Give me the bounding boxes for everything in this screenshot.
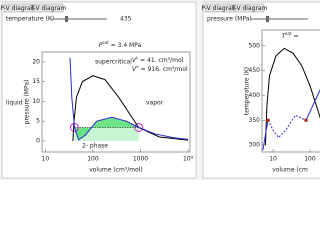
plot-title: Tsat = xyxy=(282,31,299,40)
x-tick-label: 1000 xyxy=(133,156,148,163)
tab-label[interactable]: T-V diagram xyxy=(231,5,268,12)
tab-label[interactable]: P-V diagram xyxy=(0,5,36,12)
annotation: vapor xyxy=(146,100,164,107)
two-phase-fill-lower xyxy=(74,127,139,141)
plot xyxy=(69,57,189,141)
tab-label[interactable]: T-V diagram xyxy=(30,5,67,12)
plot xyxy=(262,47,320,151)
plot-title-text: = 3.4 MPa xyxy=(109,42,142,49)
note-text: = 41. cm³/mol xyxy=(138,57,183,64)
curve xyxy=(69,57,189,141)
y-tick-label: 500 xyxy=(249,42,261,49)
note-sup: V xyxy=(136,64,139,69)
note: VV = 916. cm³/mol xyxy=(132,64,188,73)
x-tick-label: 10 xyxy=(42,156,50,163)
y-axis-title: temperature (K) xyxy=(244,67,251,115)
plot-frame xyxy=(41,51,191,153)
tab[interactable] xyxy=(204,3,235,13)
note-symbol: V xyxy=(132,57,137,64)
two-phase-fill xyxy=(74,117,139,140)
slider-value: 435 xyxy=(120,16,132,23)
right-panel xyxy=(202,1,320,179)
plot-title: Psat = 3.4 MPa xyxy=(99,40,142,49)
tab-label[interactable]: P-V diagram xyxy=(201,5,237,12)
y-tick-label: 0 xyxy=(36,137,40,144)
slider-label: pressure (MPa) xyxy=(207,16,252,23)
saturation-marker xyxy=(134,122,144,132)
x-axis-title: volume (cm xyxy=(272,167,308,174)
note: VL = 41. cm³/mol xyxy=(132,55,184,64)
plot-title-symbol: T xyxy=(282,33,287,40)
y-tick-label: 350 xyxy=(249,117,261,124)
x-axis-title: volume (cm³/mol) xyxy=(89,167,143,174)
note-sup: L xyxy=(136,55,139,60)
annotation: supercritical xyxy=(95,59,132,66)
curve xyxy=(305,89,320,121)
point xyxy=(304,118,308,123)
y-tick-label: 300 xyxy=(249,142,261,149)
annotation: 2- phase xyxy=(82,143,108,150)
tab[interactable] xyxy=(234,3,265,13)
curve xyxy=(72,75,189,141)
point xyxy=(266,118,270,123)
y-axis-title: pressure (MPa) xyxy=(24,80,31,125)
slider-thumb[interactable] xyxy=(65,16,68,22)
plot-title-sup: sat xyxy=(285,31,292,36)
y-tick-label: 10 xyxy=(32,98,40,105)
curve xyxy=(267,114,307,139)
note-symbol: V xyxy=(132,66,137,73)
left-panel xyxy=(1,1,197,179)
annotation: liquid xyxy=(6,100,23,107)
x-tick-label: 100 xyxy=(304,156,316,163)
plot-title-sup: sat xyxy=(102,40,109,45)
y-tick-label: 400 xyxy=(249,92,261,99)
plot-frame xyxy=(261,29,320,153)
x-tick-label: 10 xyxy=(269,156,277,163)
note-text: = 916. cm³/mol xyxy=(139,66,188,73)
x-tick-label: 100 xyxy=(87,156,99,163)
curve xyxy=(262,120,269,151)
x-tick-label: 10⁴ xyxy=(183,156,194,163)
curve xyxy=(264,47,320,146)
y-tick-label: 5 xyxy=(36,118,40,125)
y-tick-label: 20 xyxy=(32,58,40,65)
slider-thumb[interactable] xyxy=(266,16,269,22)
slider-label: temperature (K) xyxy=(6,16,54,23)
plot-title-symbol: P xyxy=(99,42,103,49)
plot-title-text: = xyxy=(292,33,299,40)
y-tick-label: 15 xyxy=(32,78,40,85)
y-tick-label: 450 xyxy=(249,67,261,74)
tab[interactable] xyxy=(3,3,34,13)
page: P-V diagram T-V diagram temperature (K) 435… xyxy=(0,0,320,180)
tab[interactable] xyxy=(33,3,64,13)
